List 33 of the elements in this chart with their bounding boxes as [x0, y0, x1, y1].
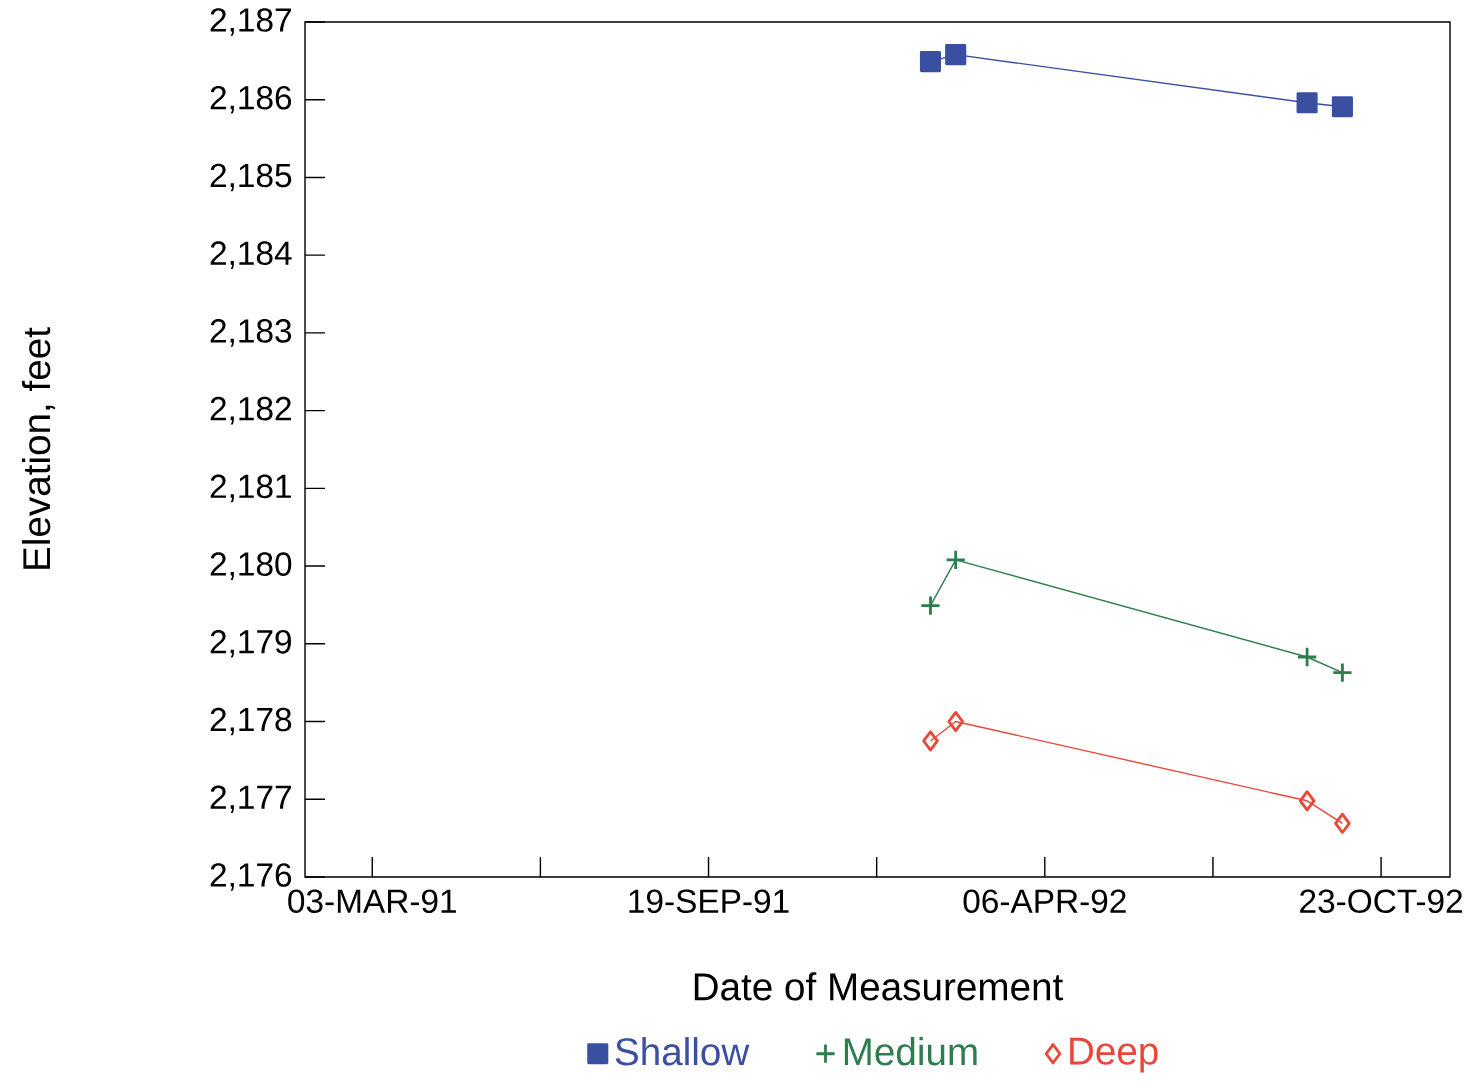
- point: [1298, 790, 1316, 812]
- y-tick-label: 2,185: [210, 163, 292, 192]
- y-axis-title: Elevation, feet: [21, 327, 55, 569]
- point: [1331, 662, 1353, 684]
- point: [947, 710, 964, 733]
- x-tick-label: 06-APR-92: [963, 889, 1126, 914]
- point: [1334, 812, 1351, 834]
- x-tick-label: 23-OCT-92: [1300, 889, 1462, 914]
- x-axis-title: Date of Measurement: [694, 972, 1064, 1001]
- point: [922, 730, 939, 752]
- point: [1296, 92, 1318, 114]
- y-tick-label: 2,183: [210, 319, 292, 347]
- legend-label: Shallow: [615, 1037, 750, 1066]
- point: [919, 51, 942, 73]
- point: [919, 595, 942, 617]
- y-tick-label: 2,179: [210, 630, 291, 658]
- y-tick-label: 2,178: [210, 707, 292, 736]
- y-tick-label: 2,176: [210, 863, 292, 891]
- y-tick-label: 2,181: [210, 474, 291, 503]
- x-tick-label: 19-SEP-91: [629, 889, 789, 914]
- point: [1296, 646, 1318, 668]
- point: [945, 549, 967, 571]
- y-tick-label: 2,187: [210, 8, 291, 36]
- y-tick-label: 2,177: [210, 785, 291, 814]
- point: [945, 44, 967, 66]
- y-tick-label: 2,182: [210, 396, 291, 425]
- point: [1331, 96, 1353, 118]
- y-tick-label: 2,186: [210, 85, 292, 114]
- legend-label: Deep: [1070, 1037, 1158, 1073]
- y-tick-label: 2,184: [210, 241, 292, 269]
- legend-label: Medium: [844, 1037, 977, 1066]
- x-tick-label: 03-MAR-91: [288, 889, 456, 914]
- y-tick-label: 2,180: [210, 552, 292, 580]
